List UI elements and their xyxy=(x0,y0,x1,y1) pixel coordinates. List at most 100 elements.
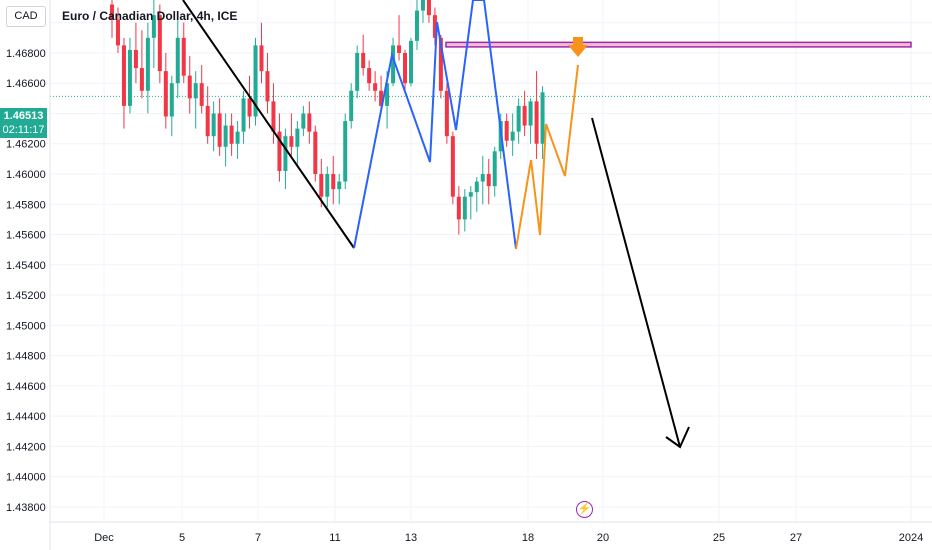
zone-rect xyxy=(445,41,912,48)
candle-body xyxy=(331,174,336,190)
x-tick-label: 27 xyxy=(790,532,802,544)
x-tick-label: 25 xyxy=(713,532,725,544)
candle-body xyxy=(409,40,413,84)
x-tick-label: 5 xyxy=(179,532,185,544)
candle-series xyxy=(110,0,545,235)
candle-body xyxy=(468,192,473,197)
y-tick-label: 1.45800 xyxy=(6,199,46,211)
candle-body xyxy=(121,45,126,106)
candle-body xyxy=(528,101,533,126)
candle-body xyxy=(295,128,300,147)
candle-body xyxy=(343,121,348,182)
candle-body xyxy=(522,105,527,126)
candle-body xyxy=(349,90,354,122)
candle-body xyxy=(277,131,282,171)
candle-body xyxy=(426,0,431,16)
y-tick-label: 1.45200 xyxy=(6,290,46,302)
supply-zone xyxy=(445,41,912,48)
candle-body xyxy=(420,0,425,11)
candle-body xyxy=(223,125,228,147)
y-tick-label: 1.44600 xyxy=(6,381,46,393)
y-tick-label: 1.46600 xyxy=(6,78,46,90)
candle-body xyxy=(253,45,258,117)
candle-body xyxy=(205,105,210,137)
candle-body xyxy=(325,174,330,197)
candle-body xyxy=(271,101,276,132)
candle-body xyxy=(337,181,342,190)
x-tick-label: Dec xyxy=(94,532,114,544)
y-tick-label: 1.44800 xyxy=(6,351,46,363)
candle-body xyxy=(265,71,270,102)
x-tick-label: 2024 xyxy=(899,532,923,544)
candle-body xyxy=(367,68,372,84)
candle-body xyxy=(414,10,419,41)
candle-body xyxy=(247,98,252,117)
y-tick-label: 1.44000 xyxy=(6,472,46,484)
candle-body xyxy=(450,136,455,197)
candle-body xyxy=(397,45,402,53)
candle-body xyxy=(474,181,479,193)
candle-body xyxy=(211,113,216,137)
candle-body xyxy=(319,174,324,197)
candle-body xyxy=(432,15,437,38)
candle-body xyxy=(127,49,132,106)
x-tick-label: 13 xyxy=(405,532,417,544)
candle-body xyxy=(516,105,521,132)
candle-body xyxy=(301,113,306,129)
candle-body xyxy=(480,174,485,182)
candle-body xyxy=(373,83,378,91)
candle-body xyxy=(361,52,366,69)
candle-body xyxy=(169,83,174,117)
y-tick-label: 1.43800 xyxy=(6,502,46,514)
down-arrow-icon xyxy=(568,37,588,57)
candle-body xyxy=(139,68,144,91)
candle-body xyxy=(462,196,467,220)
candle-body xyxy=(492,151,497,187)
candle-body xyxy=(151,15,156,38)
y-tick-label: 1.44200 xyxy=(6,441,46,453)
lightning-icon[interactable]: ⚡ xyxy=(576,501,593,518)
candle-body xyxy=(217,113,222,147)
candle-body xyxy=(110,4,114,20)
candle-body xyxy=(403,52,408,84)
candle-body xyxy=(175,37,180,84)
candle-body xyxy=(115,19,120,46)
x-tick-label: 7 xyxy=(255,532,261,544)
candle-body xyxy=(391,45,396,84)
currency-badge[interactable]: CAD xyxy=(6,6,46,27)
x-tick-label: 11 xyxy=(329,532,340,544)
candle-body xyxy=(289,136,294,147)
chart-title: Euro / Canadian Dollar, 4h, ICE xyxy=(62,9,238,23)
projection-arrow-head xyxy=(665,426,690,449)
drawings xyxy=(182,0,690,449)
candle-body xyxy=(133,49,138,69)
candle-body xyxy=(241,98,246,132)
y-tick-label: 1.46800 xyxy=(6,48,46,60)
candle-body xyxy=(145,37,150,91)
candle-body xyxy=(504,121,509,141)
bar-countdown: 02:11:17 xyxy=(2,124,45,136)
y-tick-label: 1.46200 xyxy=(6,139,46,151)
candle-body xyxy=(163,71,168,117)
blue-zigzag xyxy=(353,0,517,250)
candle-body xyxy=(307,113,312,132)
candle-body xyxy=(438,37,443,91)
candle-body xyxy=(181,37,186,76)
candle-body xyxy=(486,174,491,187)
candle-body xyxy=(385,83,390,106)
y-tick-label: 1.44400 xyxy=(6,411,46,423)
chart-axes: 1.470001.468001.466001.464001.462001.460… xyxy=(6,0,932,550)
candle-body xyxy=(456,196,461,220)
candle-body xyxy=(510,131,515,141)
candle-body xyxy=(259,45,264,72)
y-tick-label: 1.45400 xyxy=(6,260,46,272)
candle-body xyxy=(534,101,539,144)
last-price-value: 1.46513 xyxy=(3,110,44,122)
last-price-tag: 1.46513 02:11:17 xyxy=(0,108,47,138)
downtrend-line xyxy=(182,0,355,249)
chart-grid xyxy=(50,0,932,522)
candle-body xyxy=(379,90,384,106)
y-tick-label: 1.45000 xyxy=(6,320,46,332)
x-tick-label: 20 xyxy=(597,532,609,544)
